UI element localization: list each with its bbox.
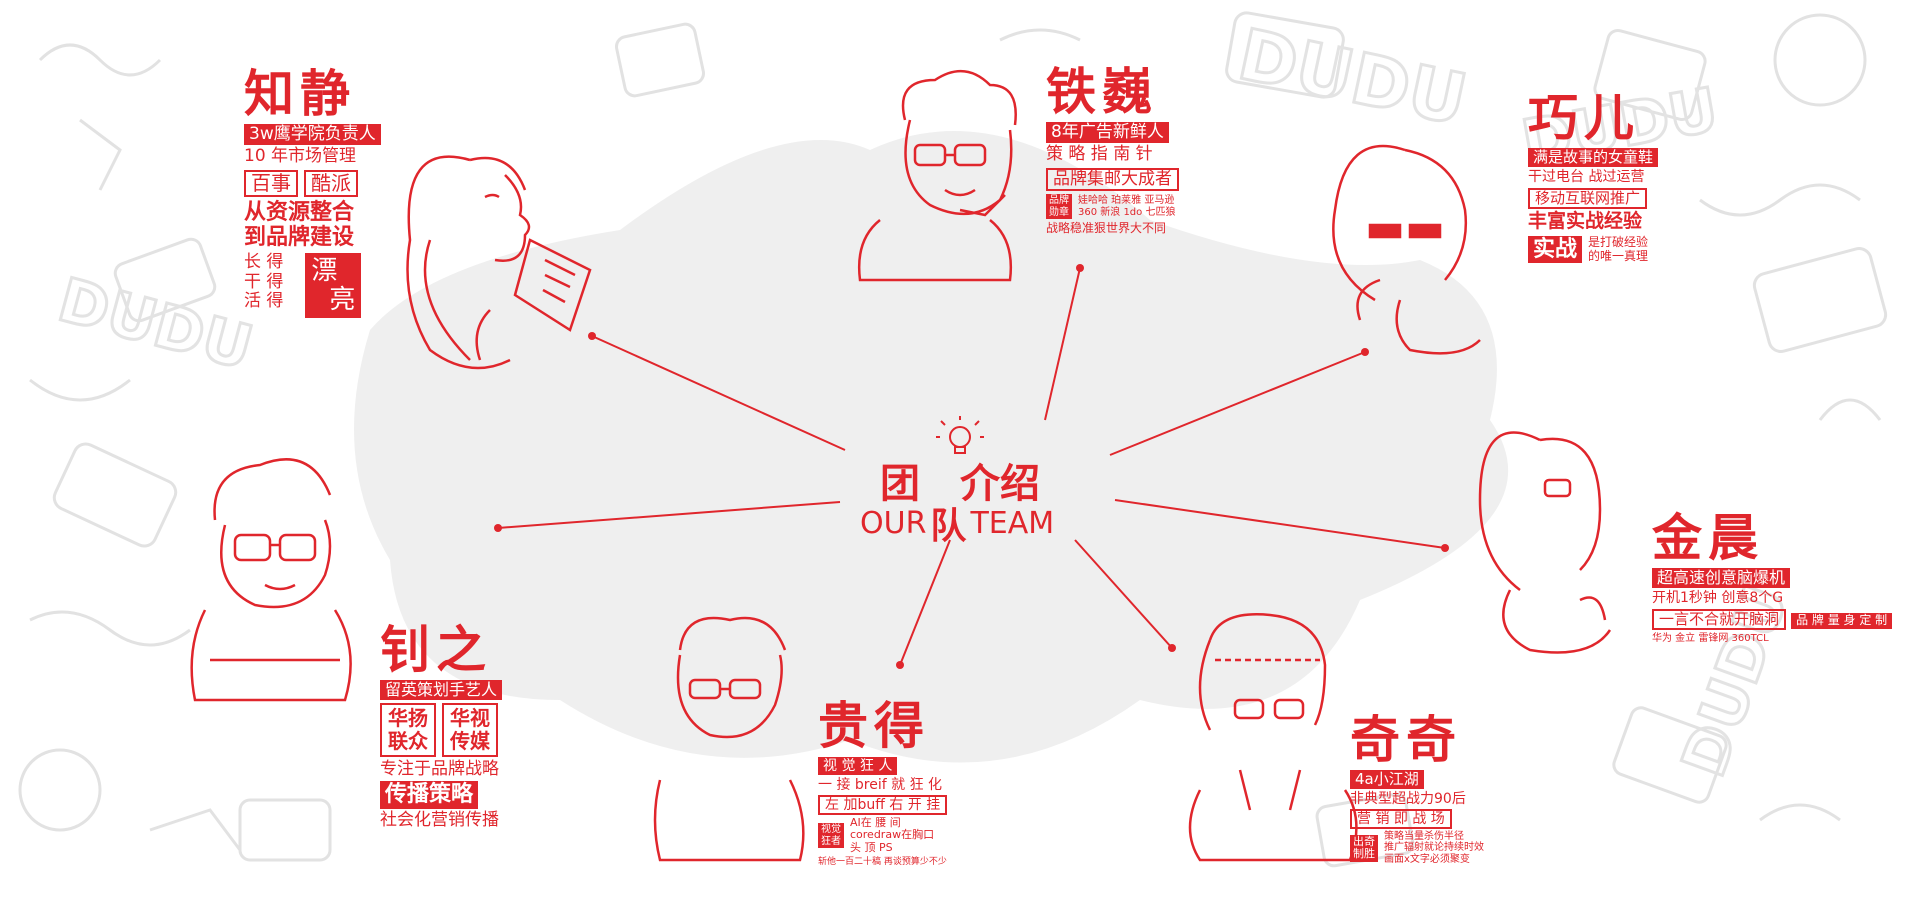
member-line: 到品牌建设: [244, 224, 355, 250]
label: 制胜: [1353, 847, 1375, 861]
member-line: 8年广告新鲜人: [1046, 121, 1169, 144]
member-tag: 传媒: [450, 728, 490, 753]
member-name: 奇奇: [1350, 711, 1462, 769]
member-line: 移动互联网推广: [1528, 187, 1648, 210]
member-line: 左 加buff 右 开 挂: [818, 794, 948, 815]
member-tag: 华视: [450, 705, 490, 730]
member-line: 斩他一百二十稿 再谈预算少不少: [818, 856, 947, 867]
member-line: 策略当量杀伤半径: [1384, 830, 1464, 842]
avatar-zhaozhi: [190, 458, 352, 702]
big-word: 实战: [1528, 236, 1583, 264]
member-line: 一 接 breif 就 狂 化: [818, 776, 943, 793]
member-tag: 百事: [244, 169, 298, 197]
label: 出奇: [1353, 834, 1375, 848]
label: 品牌: [1049, 195, 1069, 207]
member-line: 开机1秒钟 创意8个G: [1652, 589, 1784, 606]
title-red-1: 团: [880, 461, 920, 507]
member-line: 丰富实战经验: [1528, 210, 1643, 233]
label: 勋章: [1049, 206, 1069, 218]
member-line: 一言不合就开脑洞: [1652, 608, 1787, 631]
avatar-guide: [653, 616, 805, 862]
title-our: OUR: [860, 505, 927, 541]
avatar-qiaoer: [1332, 144, 1481, 355]
member-line: 非典型超战力90后: [1350, 790, 1466, 807]
member-line: 干过电台 战过运营: [1528, 168, 1645, 185]
center-logo: 团 介绍 OUR 队 TEAM: [840, 415, 1100, 547]
member-name: 巧儿: [1528, 89, 1640, 147]
member-line: 超高速创意脑爆机: [1652, 567, 1791, 588]
label: 视觉: [821, 824, 841, 836]
member-tag: 联众: [388, 728, 428, 753]
card-guide: 贵得 视 觉 狂 人 一 接 breif 就 狂 化 左 加buff 右 开 挂…: [818, 697, 948, 867]
member-line: coredraw在胸口: [850, 828, 935, 842]
avatar-tiewei: [858, 69, 1017, 282]
member-line: 长 得: [244, 252, 284, 273]
doodle-pattern: [18, 11, 1888, 868]
member-line: 策 略 指 南 针: [1046, 144, 1153, 165]
title-line: 介绍: [960, 461, 1040, 507]
lightbulb-icon: [936, 416, 984, 454]
svg-text:DUDU: DUDU: [1232, 13, 1474, 141]
member-name: 钊之: [380, 621, 492, 679]
member-name: 知静: [244, 65, 356, 123]
card-qiaoer: 巧儿 满是故事的女童鞋 干过电台 战过运营 移动互联网推广 丰富实战经验 实战 …: [1528, 89, 1659, 264]
member-tag: 酷派: [304, 169, 358, 197]
member-line: 360 新浪 1do 七匹狼: [1078, 206, 1176, 218]
member-name: 铁巍: [1046, 63, 1158, 121]
big-word: 漂: [311, 256, 338, 287]
member-line: 娃哈哈 珀莱雅 亚马逊: [1078, 195, 1175, 207]
member-line: 画面x文字必须聚变: [1384, 853, 1470, 865]
card-jinchen: 金晨 超高速创意脑爆机 开机1秒钟 创意8个G 一言不合就开脑洞 品 牌 量 身…: [1652, 509, 1893, 645]
member-line: 专注于品牌战略: [380, 758, 499, 779]
member-line: 头 顶 PS: [850, 841, 893, 855]
avatar-zhijing: [406, 155, 592, 370]
title-team: TEAM: [970, 505, 1055, 541]
member-line: 的唯一真理: [1588, 248, 1649, 263]
card-zhijing: 知静 3w鹰学院负责人 10 年市场管理 百事 酷派 从资源整合 到品牌建设 长…: [244, 65, 381, 319]
svg-text:DUDU: DUDU: [51, 265, 259, 384]
silhouette-shape: [354, 131, 1509, 763]
member-line: 是打破经验: [1588, 234, 1649, 249]
member-line: 品 牌 量 身 定 制: [1791, 612, 1893, 629]
member-line: 留英策划手艺人: [380, 679, 503, 700]
member-line: 华为 金立 雷锋网 360TCL: [1652, 633, 1769, 645]
member-line: 10 年市场管理: [244, 146, 357, 167]
member-line: 推广辐射就论持续时效: [1384, 842, 1484, 854]
card-zhaozhi: 钊之 留英策划手艺人 华扬 联众 华视 传媒 专注于品牌战略 传播策略 社会化营…: [380, 621, 503, 830]
member-line: 活 得: [244, 291, 284, 312]
member-name: 金晨: [1652, 509, 1764, 567]
member-line: 3w鹰学院负责人: [244, 123, 381, 146]
big-word: 亮: [329, 284, 356, 315]
member-name: 贵得: [818, 697, 930, 755]
member-line: 4a小江湖: [1350, 769, 1424, 789]
member-line: 干 得: [244, 271, 284, 292]
title-red-2: 队: [930, 506, 967, 547]
label: 狂者: [821, 835, 841, 847]
member-tag: 华扬: [388, 705, 428, 730]
avatar-jinchen: [1478, 431, 1612, 654]
member-line: 社会化营销传播: [380, 809, 499, 830]
card-qiqi: 奇奇 4a小江湖 非典型超战力90后 营 销 即 战 场 出奇 制胜 策略当量杀…: [1350, 711, 1484, 865]
member-line: 战略稳准狠世界大不同: [1046, 221, 1167, 236]
member-line: 传播策略: [380, 781, 479, 809]
member-line: 满是故事的女童鞋: [1528, 147, 1659, 167]
member-line: 营 销 即 战 场: [1350, 808, 1452, 829]
member-line: 视 觉 狂 人: [818, 756, 898, 775]
member-line: 品牌集邮大成者: [1046, 167, 1179, 192]
member-line: AI在 腰 间: [850, 815, 901, 829]
connector-lines: [497, 267, 1446, 666]
card-tiewei: 铁巍 8年广告新鲜人 策 略 指 南 针 品牌集邮大成者 品牌 勋章 娃哈哈 珀…: [1046, 63, 1179, 236]
member-line: 从资源整合: [244, 199, 355, 225]
